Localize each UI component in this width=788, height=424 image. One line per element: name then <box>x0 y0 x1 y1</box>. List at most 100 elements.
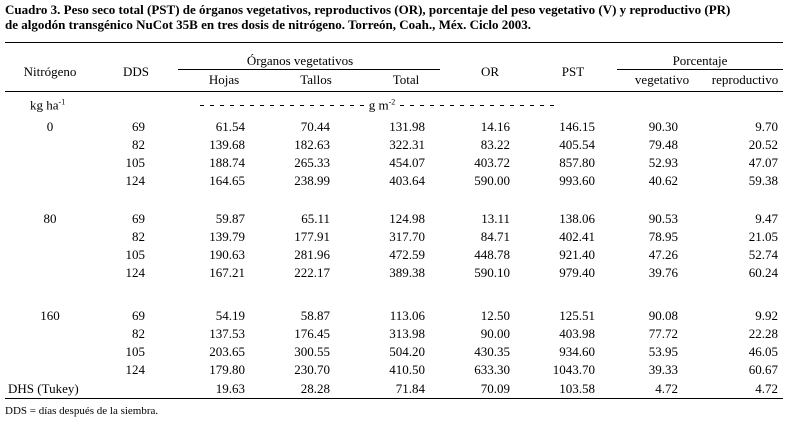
unit-label: kg ha-1 <box>30 96 65 113</box>
cell: 20.52 <box>748 137 778 152</box>
column-header: Nitrógeno <box>23 64 77 79</box>
cell: 131.98 <box>389 119 425 134</box>
cell: 77.72 <box>648 326 678 341</box>
unit-leader <box>400 105 560 106</box>
cell: 69 <box>132 308 145 323</box>
cell: 137.53 <box>209 326 245 341</box>
cell: 105 <box>125 247 146 262</box>
column-header: Tallos <box>300 72 332 87</box>
column-header: vegetativo <box>634 72 690 87</box>
cell: 403.72 <box>474 155 510 170</box>
cell: 70.44 <box>300 119 330 134</box>
cell: 78.95 <box>648 229 678 244</box>
cell: 12.50 <box>480 308 510 323</box>
cell: 19.63 <box>215 381 245 396</box>
cell: 222.17 <box>294 265 330 280</box>
nitrogen-dose: 160 <box>40 308 60 323</box>
cell: 124 <box>125 362 146 377</box>
cell: 39.76 <box>648 265 678 280</box>
cell: 14.16 <box>480 119 510 134</box>
group-rule <box>178 69 440 70</box>
cell: 28.28 <box>300 381 330 396</box>
cell: 47.26 <box>648 247 678 262</box>
cell: 105 <box>125 155 146 170</box>
cell: 403.98 <box>559 326 595 341</box>
unit-exponent: -2 <box>388 97 396 107</box>
cell: 430.35 <box>474 344 510 359</box>
cell: 82 <box>132 326 145 341</box>
cell: 164.65 <box>209 173 245 188</box>
cell: 265.33 <box>294 155 330 170</box>
cell: 59.87 <box>215 211 245 226</box>
group-header: Porcentaje <box>672 53 728 68</box>
cell: 71.84 <box>395 381 425 396</box>
cell: 9.92 <box>755 308 778 323</box>
cell: 313.98 <box>389 326 425 341</box>
cell: 4.72 <box>655 381 678 396</box>
caption-line: Cuadro 3. Peso seco total (PST) de órgan… <box>5 2 731 17</box>
cell: 4.72 <box>755 381 778 396</box>
cell: 633.30 <box>474 362 510 377</box>
cell: 389.38 <box>389 265 425 280</box>
cell: 83.22 <box>480 137 510 152</box>
cell: 9.47 <box>755 211 778 226</box>
cell: 979.40 <box>559 265 595 280</box>
cell: 52.74 <box>748 247 778 262</box>
cell: 52.93 <box>648 155 678 170</box>
bottom-rule <box>5 398 783 399</box>
unit-label: g m-2 <box>369 96 396 113</box>
tukey-label: DHS (Tukey) <box>8 381 79 396</box>
cell: 238.99 <box>294 173 330 188</box>
cell: 934.60 <box>559 344 595 359</box>
cell: 921.40 <box>559 247 595 262</box>
top-rule <box>5 42 783 43</box>
group-rule <box>617 69 783 70</box>
cell: 1043.70 <box>552 362 595 377</box>
cell: 69 <box>132 119 145 134</box>
cell: 58.87 <box>300 308 330 323</box>
cell: 60.24 <box>748 265 778 280</box>
cell: 472.59 <box>389 247 425 262</box>
cell: 54.19 <box>215 308 245 323</box>
cell: 39.33 <box>648 362 678 377</box>
cell: 139.68 <box>209 137 245 152</box>
cell: 79.48 <box>648 137 678 152</box>
column-header: Total <box>392 72 420 87</box>
cell: 59.38 <box>748 173 778 188</box>
cell: 176.45 <box>294 326 330 341</box>
unit-exponent: -1 <box>58 97 66 107</box>
cell: 504.20 <box>389 344 425 359</box>
cell: 90.08 <box>648 308 678 323</box>
cell: 22.28 <box>748 326 778 341</box>
cell: 124.98 <box>389 211 425 226</box>
cell: 857.80 <box>559 155 595 170</box>
cell: 403.64 <box>389 173 425 188</box>
cell: 281.96 <box>294 247 330 262</box>
cell: 448.78 <box>474 247 510 262</box>
cell: 138.06 <box>559 211 595 226</box>
column-header: DDS <box>122 64 150 79</box>
cell: 190.63 <box>209 247 245 262</box>
cell: 69 <box>132 211 145 226</box>
cell: 90.53 <box>648 211 678 226</box>
cell: 90.30 <box>648 119 678 134</box>
column-header: reproductivo <box>711 72 779 87</box>
cell: 203.65 <box>209 344 245 359</box>
group-header: Órganos vegetativos <box>246 53 354 68</box>
cell: 230.70 <box>294 362 330 377</box>
cell: 84.71 <box>480 229 510 244</box>
column-header: Hojas <box>208 72 240 87</box>
column-header: OR <box>480 64 500 79</box>
cell: 125.51 <box>559 308 595 323</box>
cell: 410.50 <box>389 362 425 377</box>
unit-text: g m <box>368 97 389 113</box>
cell: 9.70 <box>755 119 778 134</box>
cell: 65.11 <box>301 211 330 226</box>
cell: 46.05 <box>748 344 778 359</box>
cell: 322.31 <box>389 137 425 152</box>
cell: 40.62 <box>648 173 678 188</box>
cell: 317.70 <box>389 229 425 244</box>
cell: 47.07 <box>748 155 778 170</box>
cell: 82 <box>132 229 145 244</box>
